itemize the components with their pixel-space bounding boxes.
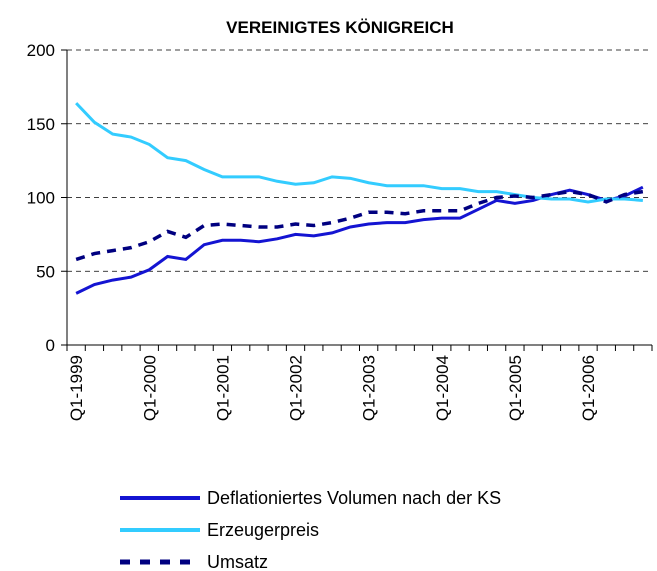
legend-label: Deflationiertes Volumen nach der KS [207, 488, 501, 508]
x-tick-label: Q1-2005 [506, 355, 525, 421]
chart-title: VEREINIGTES KÖNIGREICH [226, 18, 454, 37]
y-tick-label: 100 [27, 189, 55, 208]
x-tick-label: Q1-2001 [213, 355, 232, 421]
y-tick-label: 0 [46, 336, 55, 355]
legend-label: Umsatz [207, 552, 268, 571]
x-tick-label: Q1-2004 [433, 355, 452, 421]
legend-label: Erzeugerpreis [207, 520, 319, 540]
x-tick-label: Q1-1999 [67, 355, 86, 421]
y-tick-label: 200 [27, 41, 55, 60]
x-tick-label: Q1-2000 [140, 355, 159, 421]
series-line [75, 189, 644, 262]
y-tick-label: 150 [27, 115, 55, 134]
y-tick-label: 50 [36, 262, 55, 281]
x-tick-label: Q1-2003 [360, 355, 379, 421]
series-line [75, 102, 643, 204]
x-tick-label: Q1-2006 [579, 355, 598, 421]
series-line [75, 185, 644, 295]
x-tick-label: Q1-2002 [287, 355, 306, 421]
